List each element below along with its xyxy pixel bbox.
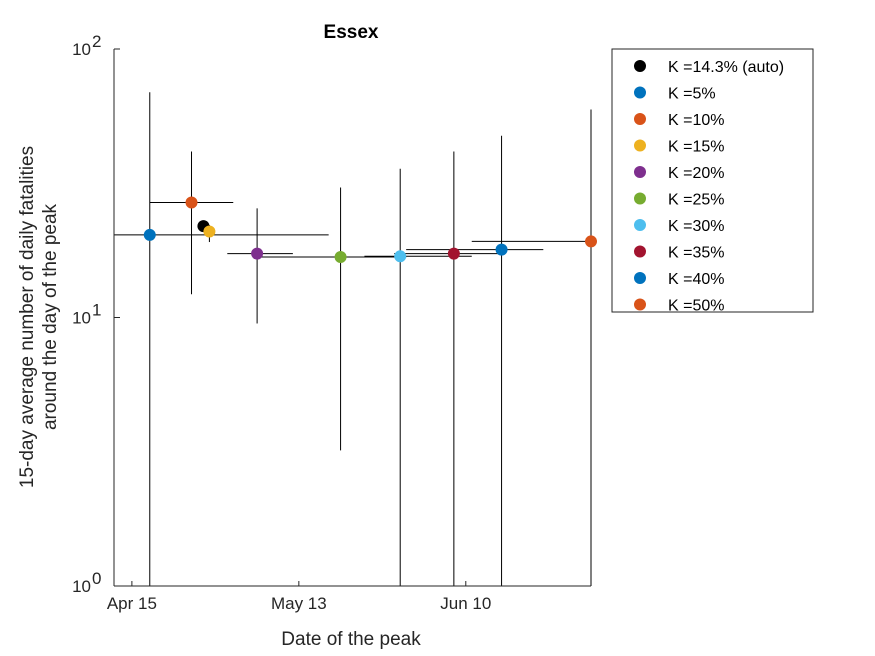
- x-axis-label: Date of the peak: [281, 629, 421, 650]
- error-bars: [114, 92, 592, 586]
- data-point-9: [585, 235, 597, 248]
- chart-title: Essex: [324, 22, 379, 43]
- data-point-8: [495, 243, 508, 256]
- legend-label-5: K =25%: [668, 192, 724, 209]
- legend-label-1: K =5%: [668, 86, 716, 103]
- data-point-6: [394, 250, 407, 263]
- legend-label-4: K =20%: [668, 165, 724, 182]
- y-tick-label-0: 10: [72, 577, 91, 596]
- y-tick-exponent-0: 0: [92, 569, 101, 588]
- legend-marker-9: [634, 298, 646, 311]
- legend-label-0: K =14.3% (auto): [668, 59, 784, 76]
- data-point-1: [143, 228, 156, 241]
- legend-label-2: K =10%: [668, 112, 724, 129]
- legend-marker-0: [634, 60, 646, 72]
- legend-marker-8: [634, 272, 646, 284]
- legend-label-8: K =40%: [668, 271, 724, 288]
- legend-label-3: K =15%: [668, 139, 724, 156]
- legend-marker-1: [634, 86, 646, 99]
- y-tick-exponent-2: 2: [92, 32, 101, 51]
- legend-label-9: K =50%: [668, 298, 724, 315]
- data-point-7: [447, 247, 460, 260]
- y-tick-label-1: 10: [72, 309, 91, 328]
- y-axis-label-line-1: 15-day average number of daily fatalitie…: [17, 146, 38, 488]
- legend-marker-2: [634, 113, 646, 125]
- x-tick-label-1: May 13: [271, 594, 327, 613]
- legend-marker-6: [634, 219, 646, 231]
- y-axis-label: 15-day average number of daily fatalitie…: [17, 146, 61, 488]
- x-tick-label-2: Jun 10: [440, 594, 491, 613]
- data-point-4: [251, 247, 264, 260]
- legend-marker-4: [634, 166, 646, 178]
- data-point-3: [203, 225, 216, 238]
- legend: K =14.3% (auto) K =5% K =10% K =15% K =20% K …: [611, 48, 814, 315]
- legend-marker-7: [634, 245, 646, 258]
- y-tick-label-2: 10: [72, 40, 91, 59]
- y-tick-exponent-1: 1: [92, 301, 101, 320]
- data-point-5: [334, 251, 347, 264]
- legend-marker-5: [634, 192, 646, 205]
- x-tick-label-0: Apr 15: [107, 594, 157, 613]
- y-axis-label-line-2: around the day of the peak: [40, 203, 61, 430]
- legend-label-6: K =30%: [668, 218, 724, 235]
- plot-area: [114, 49, 591, 586]
- legend-label-7: K =35%: [668, 245, 724, 262]
- data-points: [143, 196, 597, 264]
- data-point-2: [185, 196, 198, 209]
- legend-marker-3: [634, 139, 646, 152]
- x-ticks: Apr 15 May 13 Jun 10: [107, 581, 491, 613]
